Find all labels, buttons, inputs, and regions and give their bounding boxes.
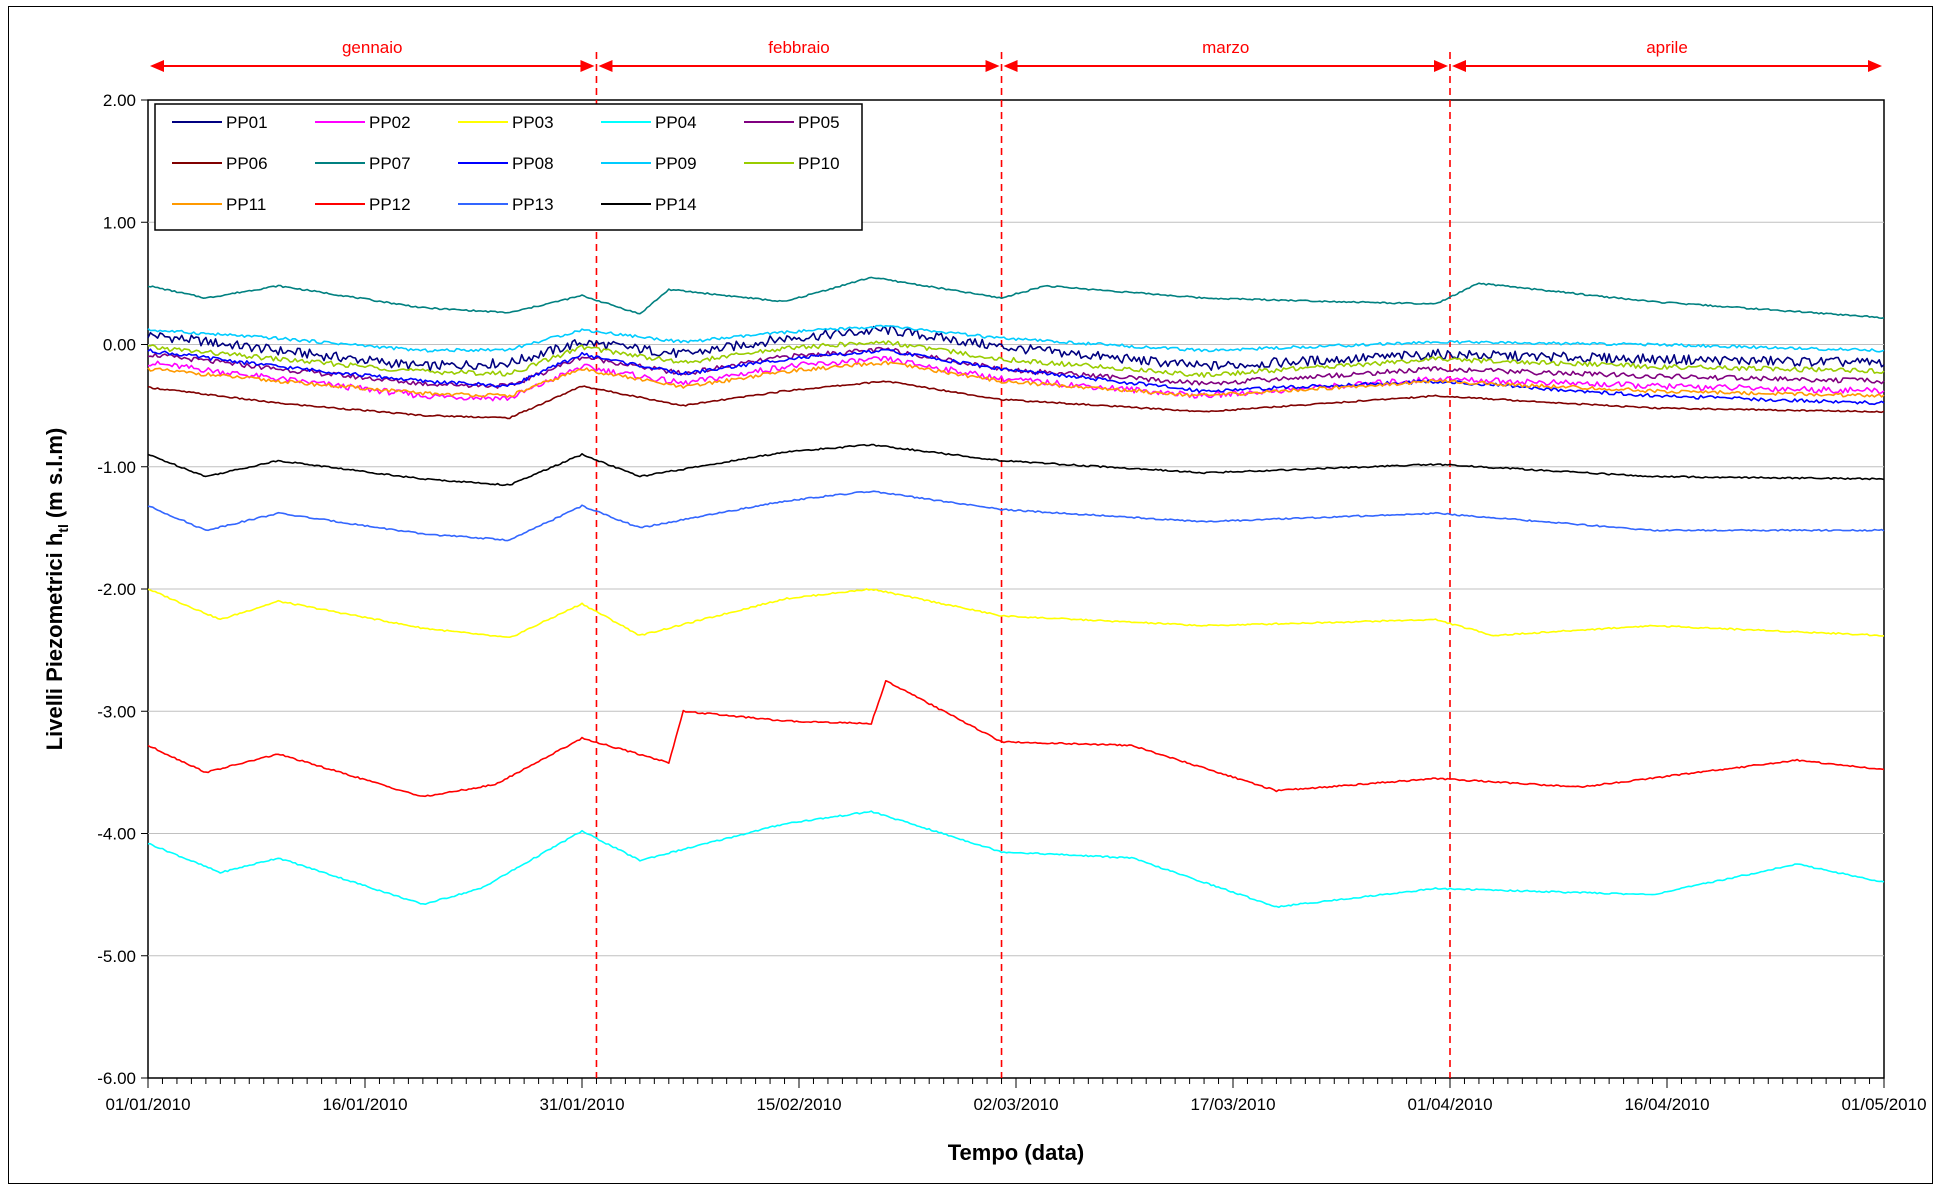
month-arrow-head-right	[985, 60, 1000, 72]
y-axis-title: Livelli Piezometrici htl (m s.l.m)	[42, 428, 71, 751]
x-tick-label: 02/03/2010	[973, 1095, 1058, 1114]
x-tick-label: 01/01/2010	[105, 1095, 190, 1114]
month-arrow-head-left	[1003, 60, 1018, 72]
series-line-pp11	[147, 360, 1885, 398]
legend-box	[154, 103, 863, 231]
legend-label: PP13	[512, 195, 554, 214]
y-tick-label: -3.00	[97, 702, 136, 721]
month-arrow-head-right	[580, 60, 595, 72]
series-line-pp02	[148, 355, 1885, 402]
month-label: febbraio	[768, 38, 829, 57]
y-tick-label: 2.00	[103, 91, 136, 110]
series-group	[147, 276, 1885, 909]
series-line-pp06	[147, 380, 1885, 420]
series-line-pp03	[147, 588, 1885, 638]
y-tick-label: -4.00	[97, 825, 136, 844]
series-line-pp13	[147, 490, 1885, 542]
legend-label: PP03	[512, 113, 554, 132]
y-tick-label: 0.00	[103, 336, 136, 355]
series-line-pp04	[147, 810, 1885, 909]
legend: PP01 PP02 PP03 PP04 PP05 PP06 PP07 PP08 PP09 PP10…	[154, 103, 863, 231]
x-axis-title: Tempo (data)	[948, 1140, 1084, 1165]
y-axis-title-main: Livelli Piezometrici h	[42, 533, 67, 751]
gridlines	[148, 221, 1884, 957]
series-line-pp07	[147, 276, 1885, 319]
x-tick-label: 01/04/2010	[1407, 1095, 1492, 1114]
month-label: aprile	[1646, 38, 1688, 57]
y-axis-title-sub: tl	[55, 524, 71, 533]
month-arrow-head-right	[1434, 60, 1448, 72]
y-tick-label: -1.00	[97, 458, 136, 477]
series-line-pp09	[147, 324, 1885, 353]
legend-label: PP14	[655, 195, 697, 214]
month-labels: gennaio febbraio marzo aprile	[150, 38, 1882, 72]
month-arrow-head-left	[150, 60, 164, 72]
legend-label: PP01	[226, 113, 268, 132]
x-tick-label: 31/01/2010	[539, 1095, 624, 1114]
series-line-pp14	[147, 443, 1885, 487]
y-tick-label: 1.00	[103, 213, 136, 232]
legend-label: PP04	[655, 113, 697, 132]
x-tick-label: 01/05/2010	[1841, 1095, 1926, 1114]
axes: 2.00 1.00 0.00 -1.00 -2.00 -3.00 -4.00 -5.00 -6.…	[97, 91, 1926, 1114]
y-tick-label: -6.00	[97, 1069, 136, 1088]
series-line-pp10	[148, 340, 1885, 378]
x-tick-label: 16/01/2010	[322, 1095, 407, 1114]
y-axis-title-unit: (m s.l.m)	[42, 428, 67, 518]
legend-label: PP10	[798, 154, 840, 173]
legend-label: PP05	[798, 113, 840, 132]
series-line-pp01	[147, 325, 1885, 372]
month-arrow-head-left	[1452, 60, 1466, 72]
x-tick-label: 16/04/2010	[1624, 1095, 1709, 1114]
legend-label: PP12	[369, 195, 411, 214]
legend-label: PP07	[369, 154, 411, 173]
month-label: marzo	[1202, 38, 1249, 57]
month-label: gennaio	[342, 38, 403, 57]
series-line-pp08	[147, 348, 1885, 406]
legend-label: PP02	[369, 113, 411, 132]
legend-label: PP09	[655, 154, 697, 173]
month-arrow-head-right	[1868, 60, 1882, 72]
legend-label: PP11	[226, 195, 266, 214]
y-tick-label: -5.00	[97, 947, 136, 966]
y-tick-label: -2.00	[97, 580, 136, 599]
legend-label: PP08	[512, 154, 554, 173]
series-line-pp05	[147, 346, 1885, 389]
legend-label: PP06	[226, 154, 268, 173]
series-line-pp12	[147, 680, 1885, 798]
x-tick-label: 17/03/2010	[1190, 1095, 1275, 1114]
x-tick-label: 15/02/2010	[756, 1095, 841, 1114]
month-arrow-head-left	[598, 60, 613, 72]
